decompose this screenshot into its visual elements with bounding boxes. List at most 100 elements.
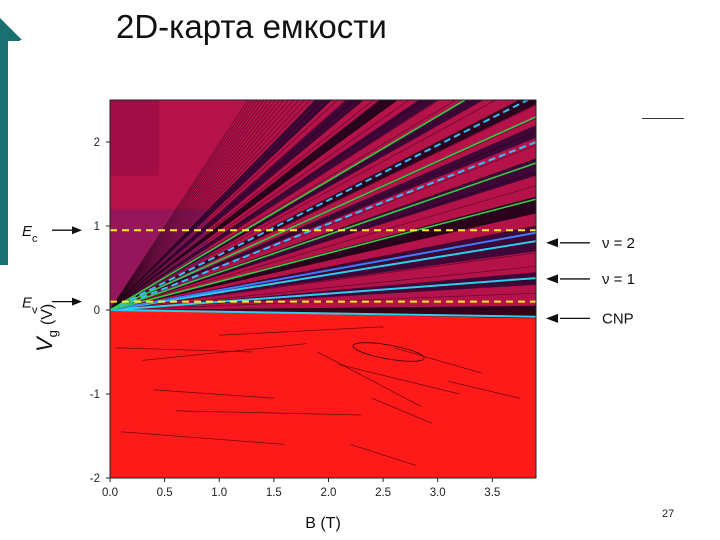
contour-streak: [175, 410, 362, 416]
y-axis-label-main: V: [32, 335, 57, 352]
level-label-sub: v: [32, 305, 38, 317]
fan-line-green: [110, 198, 536, 311]
contour-ray: [110, 212, 536, 311]
level-arrow-head: [72, 297, 82, 306]
contour-ray: [110, 100, 305, 311]
level-label-sub: c: [32, 233, 38, 245]
contour-ray: [110, 100, 285, 311]
contour-ray: [110, 100, 521, 311]
plot-area: [110, 100, 536, 478]
contour-ray: [110, 100, 339, 311]
right-annotation-label: ν = 1: [602, 271, 635, 288]
x-axis-label: B (T): [305, 515, 341, 532]
fan-line-green: [110, 162, 536, 311]
contour-ray: [110, 100, 397, 311]
contour-ray: [110, 100, 249, 311]
contour-streak: [350, 444, 416, 466]
corner-rule: [642, 118, 684, 119]
contour-streak: [371, 397, 433, 424]
contour-ray: [110, 100, 276, 311]
page-number: 27: [662, 508, 675, 520]
contour-ray: [110, 100, 331, 311]
x-tick-label: 1.5: [266, 487, 282, 499]
fan-line-cyan: [110, 309, 536, 318]
contour-ray: [110, 100, 300, 311]
x-tick-label: 3.0: [430, 487, 446, 499]
y-tick-label: 1: [94, 221, 100, 233]
level-label-ev: Ev: [22, 295, 38, 317]
lower-region: [110, 310, 536, 478]
contour-ray: [110, 100, 265, 311]
contour-ray: [110, 100, 324, 311]
slide-accent-triangle: [0, 18, 22, 40]
contour-streak: [317, 351, 422, 407]
contour-ray: [110, 100, 281, 311]
fan-line-blue: [110, 231, 536, 311]
contour-ray: [110, 100, 457, 311]
contour-streak: [339, 364, 460, 395]
level-label-ec: Ec: [22, 223, 38, 245]
contour-ray: [110, 171, 536, 311]
right-arrow-head: [546, 313, 558, 323]
contour-ray: [110, 100, 255, 311]
level-label-main: E: [22, 223, 33, 240]
contour-ray: [110, 100, 365, 311]
right-annotation-label: CNP: [602, 310, 634, 327]
slide-title: 2D-карта емкости: [116, 8, 387, 45]
slide-accent-bar: [0, 40, 8, 265]
contour-ray: [110, 225, 536, 311]
fan-line-cyan: [110, 240, 536, 311]
x-tick-label: 0.0: [102, 487, 118, 499]
fan-line-green: [110, 116, 536, 311]
level-label-main: E: [22, 295, 33, 312]
contour-ray: [110, 100, 290, 311]
contour-ray: [110, 131, 536, 311]
fan-line-cyan: [110, 277, 536, 311]
right-annotation-label: ν = 2: [602, 235, 635, 252]
fan-wedge: [110, 100, 536, 310]
plot-frame: [109, 99, 537, 479]
fan-wedge: [110, 100, 484, 310]
fan-wedge: [110, 196, 536, 310]
fan-line-green: [110, 100, 467, 311]
contour-ray: [110, 252, 536, 311]
x-tick-label: 2.5: [375, 487, 391, 499]
contour-streak: [142, 343, 307, 361]
contour-ray: [110, 100, 268, 311]
contour-ray: [110, 100, 497, 311]
y-axis-label-sub: g: [45, 330, 60, 337]
contour-ray: [110, 100, 355, 311]
right-arrow-head: [546, 238, 558, 248]
slide-accent-line: [8, 40, 20, 41]
upper-left-band: [110, 100, 160, 176]
contour-ray: [110, 100, 386, 311]
fan-line-blue-dashed: [110, 100, 530, 311]
contour-streak: [153, 389, 274, 399]
y-tick-label: 0: [94, 305, 100, 317]
x-tick-label: 1.0: [211, 487, 227, 499]
contour-ray: [110, 185, 536, 311]
contour-streak: [219, 326, 384, 336]
contour-loop: [352, 342, 425, 362]
contour-ray: [110, 100, 424, 311]
fan-wedge: [110, 272, 536, 310]
contour-ray: [110, 100, 476, 311]
y-tick-label: -1: [90, 389, 100, 401]
contour-ray: [110, 100, 317, 311]
contour-streak: [448, 381, 520, 399]
y-tick-label: -2: [90, 473, 100, 485]
contour-ray: [110, 100, 295, 311]
x-tick-label: 2.0: [320, 487, 336, 499]
contour-ray: [110, 100, 347, 311]
contour-ray: [110, 100, 440, 311]
contour-ray: [110, 104, 536, 311]
contour-ray: [110, 100, 410, 311]
contour-ray: [110, 100, 258, 311]
contour-ray: [110, 100, 261, 311]
x-tick-label: 3.5: [484, 487, 500, 499]
contour-ray: [110, 100, 252, 311]
right-arrow-head: [546, 274, 558, 284]
fan-wedge: [110, 125, 536, 310]
contour-streak: [120, 431, 285, 445]
